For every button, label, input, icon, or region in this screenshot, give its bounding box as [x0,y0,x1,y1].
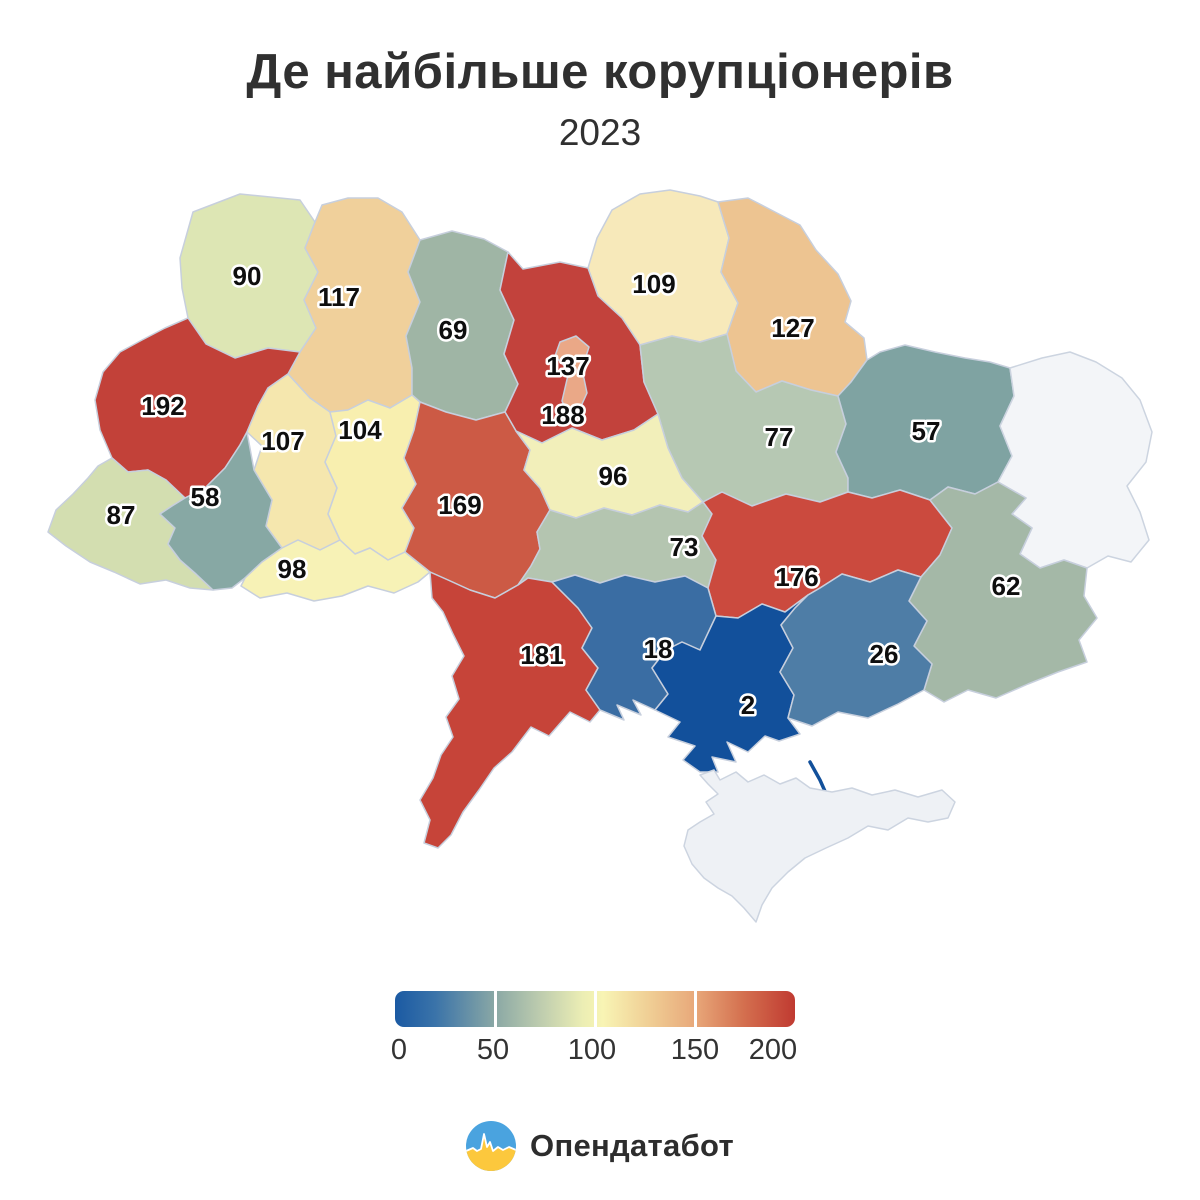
region-label-vinnytsia: 169 [438,490,481,520]
region-chernivtsi [240,539,431,602]
region-label-dnipro: 176 [775,562,818,592]
map-labels: 90 117 69 109 127 192 107 104 188 137 77… [104,259,1023,723]
region-sumy [717,197,868,397]
legend-tick-200: 200 [748,1034,798,1066]
legend-tick-50: 50 [476,1034,510,1066]
region-kyiv-city [554,335,590,425]
region-label-donetsk: 62 [992,571,1021,601]
page-title: Де найбільше корупціонерів [246,45,954,99]
region-donetsk [908,481,1098,703]
legend-tick-0: 0 [390,1034,408,1066]
region-label-kirovohrad: 73 [670,532,699,562]
brand-footer: Опендатабот [0,1113,1200,1179]
logo-yellow-half [466,1134,517,1171]
region-label-zaporizhzhia: 26 [870,639,899,669]
region-label-khmelnytskyi: 104 [338,415,382,445]
region-zakarpattia [47,457,214,591]
legend-separator-50 [494,991,497,1027]
legend-separator-100 [594,991,597,1027]
color-scale-bar [395,991,795,1027]
region-label-sumy: 127 [771,313,814,343]
region-label-kyiv-oblast: 188 [541,400,584,430]
region-label-odesa: 181 [520,640,563,670]
region-label-zakarpattia: 87 [107,500,136,530]
region-label-poltava: 77 [765,422,794,452]
region-label-volyn: 90 [233,261,262,291]
region-label-lviv: 192 [141,391,184,421]
region-odesa [419,571,601,849]
region-label-kyiv-city: 137 [546,351,589,381]
region-label-ternopil: 107 [261,426,304,456]
region-label-chernihiv: 109 [632,269,675,299]
region-crimea [683,769,956,923]
region-label-mykolaiv: 18 [644,634,673,664]
region-label-cherkasy: 96 [599,461,628,491]
region-zaporizhzhia [779,569,933,727]
region-label-ivano-frankivsk: 58 [191,482,220,512]
page-subtitle: 2023 [558,112,642,153]
region-label-kherson: 2 [741,690,755,720]
region-label-zhytomyr: 69 [439,315,468,345]
legend-tick-100: 100 [567,1034,617,1066]
legend-tick-150: 150 [670,1034,720,1066]
region-label-chernivtsi: 98 [278,554,307,584]
logo-pulse-line [466,1133,517,1152]
legend-separator-150 [694,991,697,1027]
region-ivano-frankivsk [159,431,283,591]
region-label-kharkiv: 57 [912,416,941,446]
region-label-rivne: 117 [318,282,360,312]
brand-name: Опендатабот [530,1128,734,1163]
opendatabot-logo-icon [466,1121,517,1171]
